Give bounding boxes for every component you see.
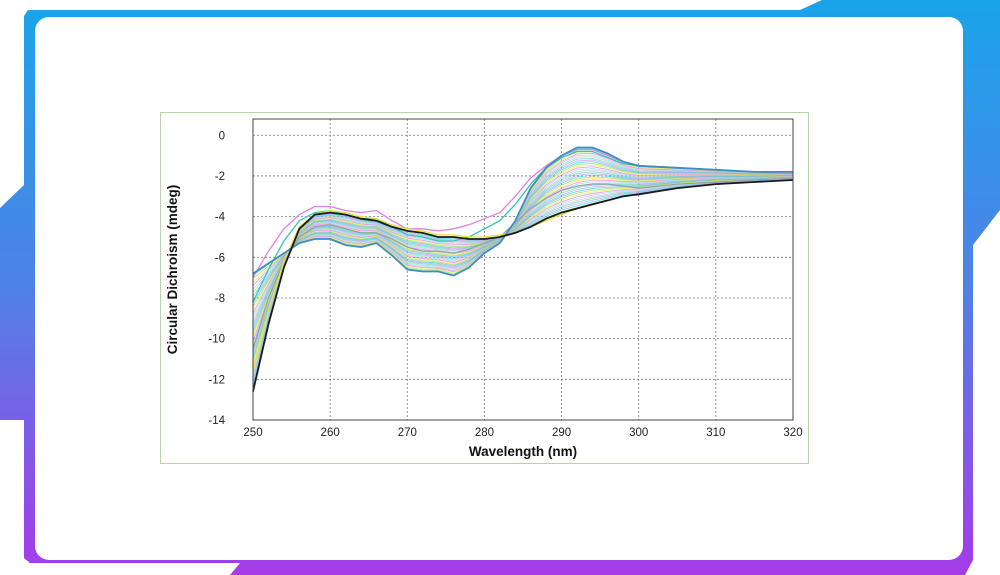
y-tick-label: -6 <box>215 252 225 264</box>
x-tick-label: 280 <box>475 427 494 439</box>
grid-layer <box>253 119 793 420</box>
spectrum-series-line <box>252 146 793 277</box>
spectrum-trace <box>252 152 794 287</box>
spectrum-trace <box>252 169 794 321</box>
x-tick-label: 300 <box>629 427 648 439</box>
x-tick-label: 290 <box>552 427 571 439</box>
spectrum-trace <box>252 167 794 318</box>
y-tick-label: -10 <box>208 334 225 346</box>
spectrum-trace <box>252 175 794 335</box>
x-tick-label: 250 <box>243 427 262 439</box>
spectrum-trace <box>252 172 794 328</box>
spectrum-trace <box>252 157 794 297</box>
spectrum-trace <box>252 162 794 307</box>
spectrum-trace <box>252 178 794 377</box>
spectrum-trace <box>252 156 794 293</box>
y-tick-label: -4 <box>215 212 226 224</box>
spectrum-trace <box>252 178 794 373</box>
spectrum-trace <box>252 177 794 363</box>
y-tick-label: -12 <box>208 374 225 386</box>
spectrum-series-line <box>252 177 794 349</box>
chart-container: 250 260 270 280 290 300 310 320 0 -2 -4 -6 -8 -10 -12 -… <box>160 112 809 464</box>
spectrum-trace <box>252 177 794 366</box>
spectrum-trace <box>252 176 794 342</box>
spectrum-trace <box>252 166 794 314</box>
spectrum-trace <box>252 176 794 345</box>
y-tick-label: 0 <box>219 130 225 142</box>
tick-label-layer: 250 260 270 280 290 300 310 320 0 -2 -4 -6 -8 -10 -12 -… <box>208 130 802 439</box>
spectrum-trace <box>252 174 794 331</box>
y-tick-label: -2 <box>215 171 225 183</box>
spectrum-trace <box>252 161 794 304</box>
x-axis-title: Wavelength (nm) <box>469 444 577 459</box>
spectrum-trace <box>252 154 794 290</box>
spectrum-trace <box>252 151 794 283</box>
x-tick-label: 270 <box>398 427 417 439</box>
y-axis-title: Circular Dichroism (mdeg) <box>165 185 180 355</box>
spectrum-trace <box>252 159 794 300</box>
series-layer <box>252 146 794 392</box>
spectrum-trace <box>252 178 794 384</box>
y-tick-label: -8 <box>215 293 225 305</box>
spectrum-series-line <box>252 179 794 392</box>
x-tick-label: 260 <box>321 427 340 439</box>
spectrum-trace <box>252 176 794 349</box>
x-tick-label: 310 <box>706 427 725 439</box>
spectrum-trace <box>252 178 794 380</box>
spectrum-trace <box>252 178 794 370</box>
cd-spectrum-chart: 250 260 270 280 290 300 310 320 0 -2 -4 -6 -8 -10 -12 -… <box>165 118 803 459</box>
spectrum-trace <box>252 164 794 311</box>
plot-area-frame <box>252 118 794 421</box>
spectrum-trace <box>252 171 794 325</box>
y-tick-label: -14 <box>208 415 225 427</box>
x-tick-label: 320 <box>783 427 802 439</box>
